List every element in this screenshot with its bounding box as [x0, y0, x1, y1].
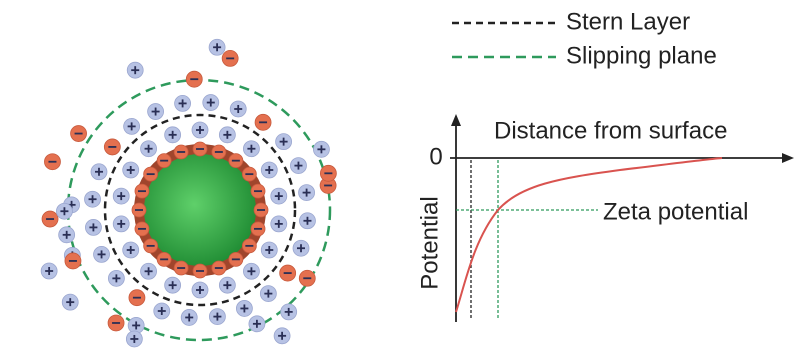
- cation: [236, 300, 252, 316]
- cation: [141, 141, 157, 157]
- potential-curve: [456, 158, 722, 312]
- cation: [230, 101, 246, 117]
- cation: [281, 304, 297, 320]
- cation: [113, 216, 129, 232]
- anion: [135, 184, 149, 198]
- cation: [113, 188, 129, 204]
- anion: [229, 154, 243, 168]
- cation: [85, 191, 101, 207]
- cation: [276, 134, 292, 150]
- anion: [212, 261, 226, 275]
- origin-label: 0: [429, 143, 442, 170]
- anion: [157, 154, 171, 168]
- core: [144, 154, 256, 266]
- cation: [127, 62, 143, 78]
- anion: [132, 203, 146, 217]
- cation: [243, 263, 259, 279]
- cation: [165, 277, 181, 293]
- cation: [299, 185, 315, 201]
- anion: [71, 126, 87, 142]
- zeta-diagram: Stern Layer Slipping plane 0 Distance fr…: [0, 0, 794, 356]
- cation: [181, 309, 197, 325]
- anion: [222, 50, 238, 66]
- anion: [242, 167, 256, 181]
- cation: [108, 270, 124, 286]
- anion: [229, 252, 243, 266]
- anion: [280, 265, 296, 281]
- cation: [192, 282, 208, 298]
- cation: [274, 328, 290, 344]
- legend: Stern Layer Slipping plane: [452, 8, 717, 69]
- anion: [174, 145, 188, 159]
- cation: [123, 242, 139, 258]
- anion: [299, 270, 315, 286]
- cation: [271, 188, 287, 204]
- cation: [141, 263, 157, 279]
- anion: [144, 167, 158, 181]
- cation: [192, 122, 208, 138]
- y-axis-label: Potential: [416, 196, 443, 289]
- cation: [41, 263, 57, 279]
- cation: [261, 162, 277, 178]
- cation: [313, 141, 329, 157]
- cation: [62, 294, 78, 310]
- cation: [175, 95, 191, 111]
- anion: [108, 315, 124, 331]
- cation: [209, 309, 225, 325]
- cation: [123, 162, 139, 178]
- anion: [42, 211, 58, 227]
- cation: [148, 104, 164, 120]
- x-axis-arrow: [782, 153, 794, 163]
- cation: [124, 118, 140, 134]
- y-axis-arrow: [451, 114, 461, 126]
- cation: [219, 127, 235, 143]
- anion: [193, 264, 207, 278]
- cation: [203, 95, 219, 111]
- cation: [271, 216, 287, 232]
- anion: [255, 114, 271, 130]
- plot: 0 Distance from surface Potential Zeta p…: [416, 114, 794, 322]
- anion: [251, 184, 265, 198]
- anion: [144, 239, 158, 253]
- cation: [243, 141, 259, 157]
- legend-label: Slipping plane: [566, 42, 717, 69]
- cation: [290, 158, 306, 174]
- anion: [65, 253, 81, 269]
- cation: [260, 286, 276, 302]
- anion: [251, 222, 265, 236]
- cation: [165, 127, 181, 143]
- cation: [154, 303, 170, 319]
- anion: [254, 203, 268, 217]
- anion: [129, 290, 145, 306]
- cation: [219, 277, 235, 293]
- cation: [91, 164, 107, 180]
- annotation: Zeta potential: [603, 198, 748, 225]
- anion: [186, 71, 202, 87]
- anion: [242, 239, 256, 253]
- cation: [209, 39, 225, 55]
- cation: [56, 203, 72, 219]
- cation: [261, 242, 277, 258]
- anion: [44, 154, 60, 170]
- particle: [68, 80, 330, 340]
- anion: [157, 252, 171, 266]
- x-axis-label: Distance from surface: [494, 117, 727, 144]
- cation: [299, 213, 315, 229]
- anion: [174, 261, 188, 275]
- anion: [320, 165, 336, 181]
- cation: [293, 240, 309, 256]
- legend-label: Stern Layer: [566, 8, 690, 35]
- cation: [85, 219, 101, 235]
- cation: [94, 246, 110, 262]
- anion: [193, 142, 207, 156]
- anion: [135, 222, 149, 236]
- anion: [212, 145, 226, 159]
- cation: [249, 316, 265, 332]
- anion: [104, 139, 120, 155]
- cation: [59, 227, 75, 243]
- cation: [126, 331, 142, 347]
